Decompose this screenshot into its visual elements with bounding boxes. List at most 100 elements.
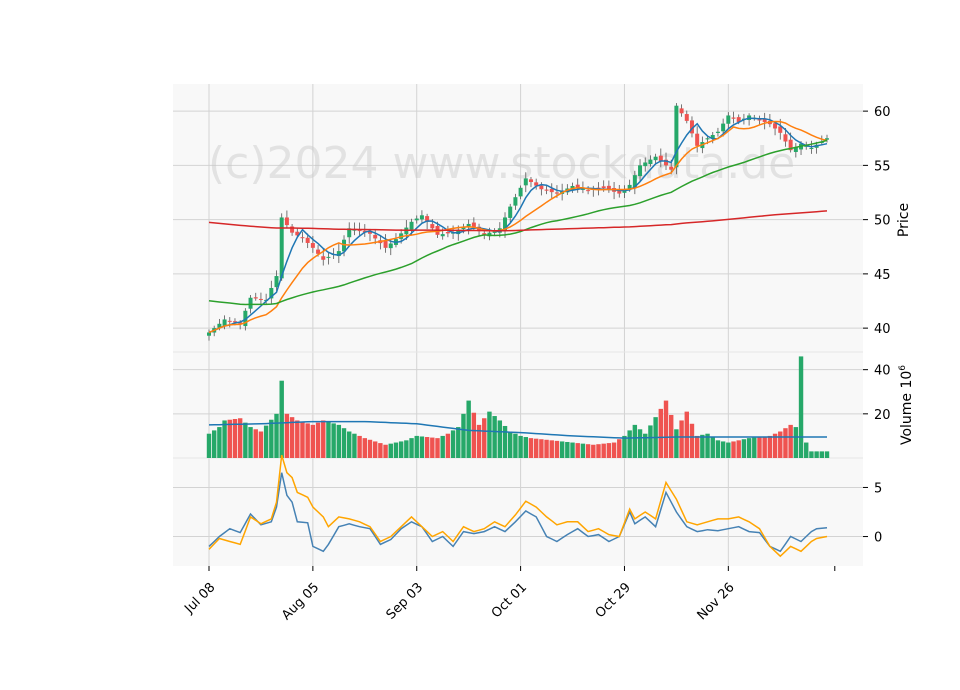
- candle-up: [440, 234, 445, 237]
- candle-up: [456, 229, 461, 235]
- volume-bar-up: [819, 451, 825, 458]
- volume-bar-down: [284, 413, 290, 458]
- volume-bar-up: [809, 451, 814, 458]
- candle-down: [586, 190, 591, 192]
- volume-bar-up: [404, 440, 409, 458]
- x-tick-label: Aug 05: [279, 580, 322, 623]
- candle-down: [482, 233, 487, 235]
- volume-bar-down: [611, 442, 617, 458]
- volume-bar-up: [798, 356, 804, 458]
- candle-up: [674, 105, 679, 168]
- volume-bar-up: [726, 442, 731, 458]
- volume-bar-up: [570, 442, 575, 458]
- volume-bar-down: [237, 418, 243, 458]
- volume-bar-up: [513, 433, 518, 458]
- volume-bar-down: [435, 438, 440, 458]
- volume-bar-up: [419, 436, 425, 458]
- candle-down: [373, 234, 378, 239]
- volume-ma-line: [208, 420, 827, 439]
- candle-down: [425, 216, 430, 222]
- volume-bar-down: [367, 439, 373, 458]
- candle-down: [554, 192, 559, 194]
- candle-up: [721, 123, 726, 132]
- candle-down: [684, 114, 689, 121]
- candle-up: [523, 178, 528, 186]
- candle-up: [466, 223, 471, 228]
- candle-up: [809, 148, 814, 150]
- volume-bar-down: [430, 437, 435, 458]
- volume-bar-down: [554, 440, 560, 458]
- volume-bar-up: [622, 435, 627, 458]
- volume-bar-up: [398, 441, 404, 458]
- candle-up: [705, 138, 710, 140]
- volume-bar-down: [585, 444, 591, 458]
- volume-bar-down: [362, 438, 368, 458]
- indicator-line-1: [208, 472, 828, 553]
- x-tick-label: Oct 29: [593, 580, 634, 621]
- candle-down: [669, 166, 674, 170]
- volume-bar-up: [456, 427, 461, 458]
- candle-down: [783, 134, 788, 142]
- volume-bar-up: [393, 442, 399, 458]
- volume-bar-up: [804, 442, 809, 458]
- candle-up: [638, 165, 643, 177]
- indicator-line-2: [208, 454, 828, 558]
- candle-down: [773, 123, 778, 129]
- volume-bar-down: [783, 428, 788, 458]
- candle-down: [290, 226, 295, 233]
- volume-bar-down: [227, 419, 232, 458]
- volume-bar-down: [310, 424, 316, 458]
- volume-bar-up: [674, 429, 679, 458]
- volume-bar-up: [559, 441, 565, 458]
- volume-layer: [206, 356, 830, 458]
- candle-down: [601, 186, 606, 189]
- volume-bar-down: [383, 444, 388, 458]
- volume-bar-up: [331, 423, 336, 458]
- volume-bar-down: [253, 429, 258, 458]
- volume-bar-down: [575, 443, 580, 458]
- volume-bar-down: [606, 443, 612, 458]
- volume-bar-up: [487, 411, 492, 458]
- volume-bar-down: [736, 440, 741, 458]
- volume-bar-up: [279, 380, 284, 458]
- candle-up: [274, 276, 279, 288]
- ma-long-line: [208, 210, 828, 232]
- volume-bar-up: [518, 435, 523, 458]
- candle-down: [606, 185, 611, 190]
- x-tick-label: Jul 08: [181, 580, 218, 617]
- x-tick-label: Sep 03: [384, 580, 427, 623]
- candle-up: [503, 217, 508, 231]
- volume-bar-down: [471, 412, 477, 458]
- volume-bar-up: [627, 430, 632, 458]
- volume-bar-down: [528, 438, 534, 458]
- volume-bar-up: [793, 427, 799, 458]
- candle-down: [689, 120, 694, 134]
- volume-bar-up: [637, 429, 643, 458]
- price-axis-label: Price: [896, 203, 912, 237]
- volume-bar-up: [523, 437, 528, 458]
- volume-bar-down: [300, 421, 305, 458]
- candle-down: [284, 217, 289, 226]
- ma-fast-line: [208, 117, 828, 334]
- volume-bar-up: [814, 451, 819, 458]
- price-tick-label: 45: [874, 268, 891, 283]
- candle-down: [258, 298, 263, 300]
- volume-bar-up: [217, 427, 222, 458]
- candle-up: [825, 138, 829, 140]
- volume-bar-down: [591, 444, 596, 458]
- indicator-tick-label: 0: [874, 531, 882, 546]
- x-tick-label: Nov 26: [695, 580, 738, 623]
- candle-up: [632, 175, 637, 188]
- candle-down: [788, 139, 793, 151]
- volume-bar-down: [295, 420, 300, 458]
- candle-down: [310, 243, 315, 248]
- volume-axis-label: Volume 106: [898, 365, 915, 445]
- candle-up: [648, 159, 653, 165]
- candle-up: [388, 243, 393, 249]
- candle-up: [222, 319, 227, 326]
- candle-up: [710, 134, 715, 139]
- volume-bar-up: [632, 424, 638, 458]
- candle-down: [575, 184, 580, 188]
- candle-down: [367, 231, 372, 234]
